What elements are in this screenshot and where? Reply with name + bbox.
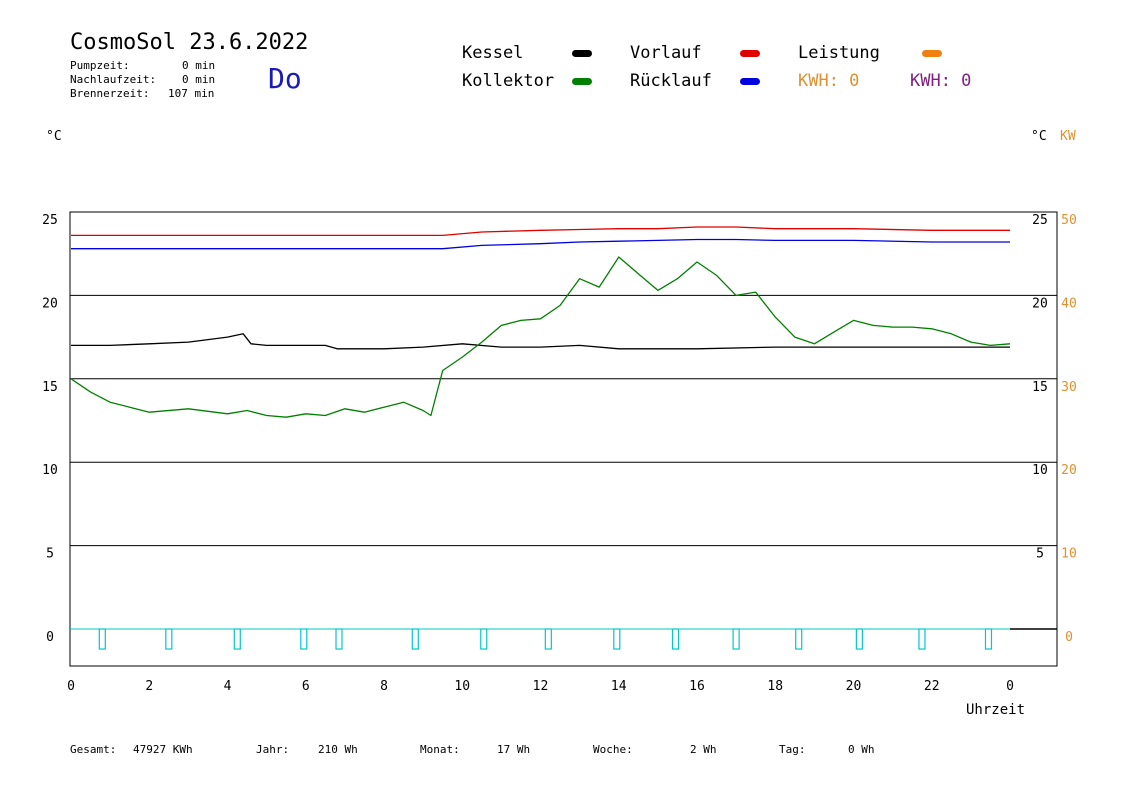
chart-tick-labels: 0 2 4 6 8 10 12 14 16 18 20 22 025201510502520151055… xyxy=(42,213,1077,694)
x-tick-label: 4 xyxy=(224,679,232,694)
kwh-value-1: KWH: 0 xyxy=(798,71,860,91)
stat-brennerzeit-value: 107 min xyxy=(168,87,215,100)
legend-swatch-vorlauf xyxy=(740,50,760,57)
legend-swatch-ruecklauf xyxy=(740,78,760,85)
x-tick-label: 0 xyxy=(1006,679,1014,694)
footer-jahr-label: Jahr: xyxy=(256,743,290,756)
x-tick-label: 22 xyxy=(924,679,940,694)
left-axis-unit: °C xyxy=(46,129,62,144)
series-rcklauf-line xyxy=(71,238,1010,250)
footer-monat-label: Monat: xyxy=(420,743,460,756)
footer-tag-label: Tag: xyxy=(779,743,806,756)
footer-woche-label: Woche: xyxy=(593,743,633,756)
footer-monat-value: 17 Wh xyxy=(497,743,531,756)
stat-pumpzeit-value: 0 min xyxy=(182,59,216,72)
page-title: CosmoSol 23.6.2022 xyxy=(70,30,309,55)
pump-pulse xyxy=(411,628,419,650)
pump-pulse xyxy=(544,628,552,650)
pump-pulse xyxy=(918,628,926,650)
y-right-tick-label: 25 xyxy=(1032,213,1048,228)
x-tick-label: 16 xyxy=(689,679,705,694)
right-axis-unit: °C xyxy=(1031,129,1047,144)
pump-pulse xyxy=(613,628,621,650)
pump-pulse xyxy=(732,628,740,650)
legend-label-leistung: Leistung xyxy=(798,43,880,63)
y-right-tick-label: 10 xyxy=(1032,463,1048,478)
y-right-tick-label: 5 xyxy=(1036,547,1044,562)
pump-pulse xyxy=(335,628,343,650)
x-tick-label: 18 xyxy=(767,679,783,694)
legend-label-vorlauf: Vorlauf xyxy=(630,43,702,63)
pump-pulse xyxy=(165,628,173,650)
series-vorlauf-line xyxy=(71,226,1010,237)
y-left-tick-label: 10 xyxy=(42,463,58,478)
pump-pulse xyxy=(984,628,993,650)
y-right-tick-label: 20 xyxy=(1032,296,1048,311)
x-tick-label: 2 xyxy=(145,679,153,694)
pump-pulse xyxy=(98,628,106,650)
pump-pulse xyxy=(671,628,680,650)
y-right-kw-tick-label: 30 xyxy=(1061,380,1077,395)
pump-pulse xyxy=(855,628,863,650)
x-tick-label: 0 xyxy=(67,679,75,694)
pump-pulse xyxy=(233,628,241,650)
y-right-kw-tick-label: 40 xyxy=(1061,296,1077,311)
chart-series xyxy=(70,226,1011,650)
y-left-tick-label: 15 xyxy=(42,380,58,395)
legend-swatch-leistung xyxy=(922,50,942,57)
legend-swatch-kessel xyxy=(572,50,592,57)
y-left-tick-label: 0 xyxy=(46,630,54,645)
stat-nachlaufzeit-label: Nachlaufzeit: xyxy=(70,73,157,86)
y-right-kw-tick-label: 0 xyxy=(1065,630,1073,645)
x-axis-label: Uhrzeit xyxy=(966,702,1026,718)
plot-frame xyxy=(69,211,1058,667)
y-right-kw-tick-label: 20 xyxy=(1061,463,1077,478)
footer-gesamt-value: 47927 KWh xyxy=(133,743,193,756)
stat-pumpzeit-label: Pumpzeit: xyxy=(70,59,130,72)
y-left-tick-label: 25 xyxy=(42,213,58,228)
x-tick-label: 12 xyxy=(533,679,549,694)
pump-pulse xyxy=(480,628,488,650)
y-left-tick-label: 5 xyxy=(46,547,54,562)
chart-grid xyxy=(69,211,1058,667)
x-tick-label: 20 xyxy=(846,679,862,694)
y-left-tick-label: 20 xyxy=(42,296,58,311)
stat-nachlaufzeit-value: 0 min xyxy=(182,73,216,86)
right-axis-unit-kw: KW xyxy=(1060,129,1076,144)
legend-swatch-kollektor xyxy=(572,78,592,85)
series-kessel-line xyxy=(71,333,1010,350)
series-kollektor-line xyxy=(70,256,1011,418)
weekday-label: Do xyxy=(268,62,302,95)
footer-woche-value: 2 Wh xyxy=(690,743,717,756)
legend-label-kollektor: Kollektor xyxy=(462,71,555,91)
footer-jahr-value: 210 Wh xyxy=(318,743,358,756)
x-tick-label: 14 xyxy=(611,679,627,694)
stat-brennerzeit-label: Brennerzeit: xyxy=(70,87,150,100)
y-right-tick-label: 15 xyxy=(1032,380,1048,395)
x-tick-label: 8 xyxy=(380,679,388,694)
footer-gesamt-label: Gesamt: xyxy=(70,743,117,756)
legend-label-ruecklauf: Rücklauf xyxy=(630,71,712,91)
x-tick-label: 6 xyxy=(302,679,310,694)
y-right-kw-tick-label: 10 xyxy=(1061,547,1077,562)
y-right-kw-tick-label: 50 xyxy=(1061,213,1077,228)
legend-label-kessel: Kessel xyxy=(462,43,524,63)
pump-pulse xyxy=(300,628,308,650)
footer-tag-value: 0 Wh xyxy=(848,743,875,756)
pump-pulse xyxy=(795,628,803,650)
x-tick-label: 10 xyxy=(454,679,470,694)
kwh-value-2: KWH: 0 xyxy=(910,71,972,91)
